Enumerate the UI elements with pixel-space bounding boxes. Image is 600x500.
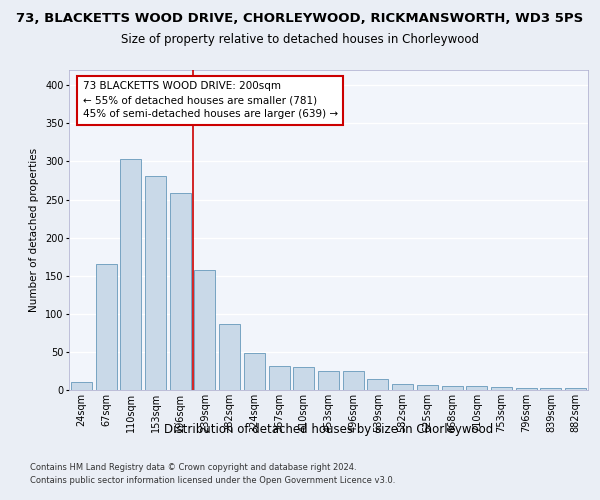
Bar xyxy=(516,388,537,390)
Bar xyxy=(71,382,92,390)
Bar xyxy=(145,176,166,390)
Bar xyxy=(120,159,141,390)
Bar xyxy=(343,371,364,390)
Bar xyxy=(194,270,215,390)
Y-axis label: Number of detached properties: Number of detached properties xyxy=(29,148,39,312)
Bar xyxy=(466,386,487,390)
Bar xyxy=(318,371,339,390)
Text: Contains public sector information licensed under the Open Government Licence v3: Contains public sector information licen… xyxy=(30,476,395,485)
Text: Distribution of detached houses by size in Chorleywood: Distribution of detached houses by size … xyxy=(164,422,493,436)
Bar xyxy=(95,264,116,390)
Bar xyxy=(491,387,512,390)
Bar xyxy=(565,388,586,390)
Text: Size of property relative to detached houses in Chorleywood: Size of property relative to detached ho… xyxy=(121,32,479,46)
Bar xyxy=(392,384,413,390)
Text: 73, BLACKETTS WOOD DRIVE, CHORLEYWOOD, RICKMANSWORTH, WD3 5PS: 73, BLACKETTS WOOD DRIVE, CHORLEYWOOD, R… xyxy=(16,12,584,26)
Bar xyxy=(367,378,388,390)
Text: Contains HM Land Registry data © Crown copyright and database right 2024.: Contains HM Land Registry data © Crown c… xyxy=(30,462,356,471)
Bar xyxy=(442,386,463,390)
Bar xyxy=(417,384,438,390)
Bar xyxy=(219,324,240,390)
Bar xyxy=(170,194,191,390)
Bar xyxy=(293,367,314,390)
Bar xyxy=(269,366,290,390)
Text: 73 BLACKETTS WOOD DRIVE: 200sqm
← 55% of detached houses are smaller (781)
45% o: 73 BLACKETTS WOOD DRIVE: 200sqm ← 55% of… xyxy=(83,82,338,120)
Bar xyxy=(541,388,562,390)
Bar xyxy=(244,354,265,390)
